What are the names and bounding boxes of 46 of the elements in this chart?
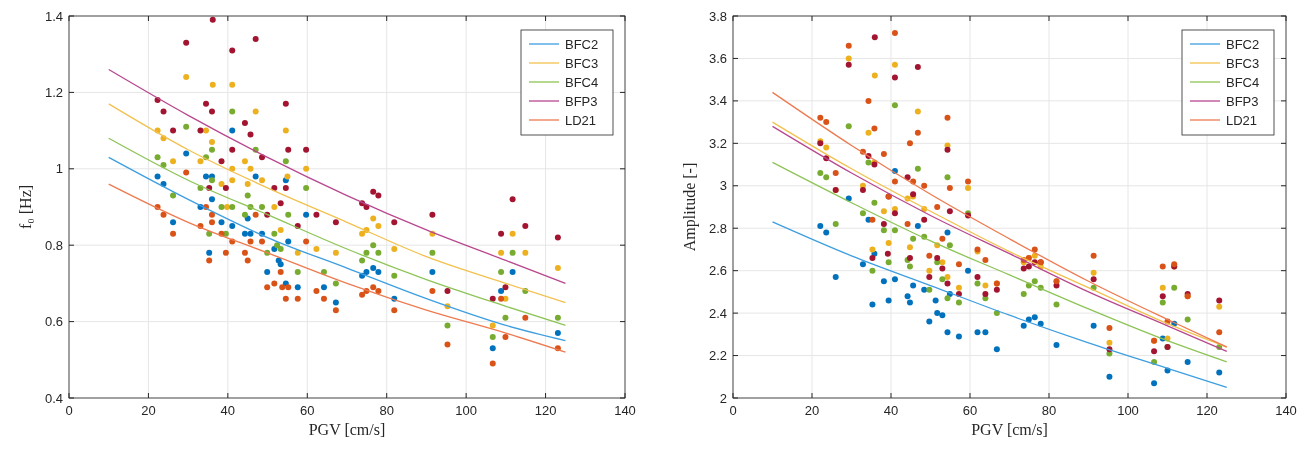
x-tick-label: 40: [220, 403, 236, 418]
y-tick-label: 2.8: [708, 220, 727, 236]
x-tick-label: 140: [614, 403, 636, 418]
y-tick-label: 3.2: [708, 135, 727, 151]
y-tick-label: 2.4: [708, 305, 727, 321]
x-tick-label: 20: [141, 403, 156, 418]
y-axis-title: f₀ [Hz]: [17, 184, 34, 230]
y-tick-label: 3.6: [708, 50, 727, 66]
x-tick-label: 140: [1275, 403, 1297, 418]
x-tick-label: 0: [729, 403, 737, 418]
y-tick-label: 1: [55, 161, 63, 177]
x-tick-label: 100: [1117, 403, 1139, 418]
legend-label: LD21: [565, 112, 597, 128]
x-axis-title: PGV [cm/s]: [971, 421, 1048, 438]
x-tick-label: 20: [804, 403, 820, 418]
y-tick-label: 3: [719, 178, 727, 194]
x-tick-label: 100: [455, 403, 477, 418]
legend-label: BFC2: [565, 36, 599, 52]
y-tick-label: 0.4: [44, 390, 63, 406]
y-tick-label: 0.6: [44, 314, 63, 330]
x-tick-label: 40: [883, 403, 899, 418]
legend-label: BFP3: [565, 93, 598, 109]
x-tick-label: 0: [65, 403, 73, 418]
legend-label: BFP3: [1226, 93, 1259, 109]
legend-label: BFC4: [1226, 74, 1260, 90]
legend-label: BFC3: [1226, 55, 1260, 71]
x-tick-label: 80: [379, 403, 394, 418]
y-tick-label: 2.6: [708, 263, 727, 279]
y-tick-label: 2.2: [708, 348, 727, 364]
x-tick-label: 120: [534, 403, 557, 418]
y-tick-label: 3.4: [708, 93, 727, 109]
y-tick-label: 0.8: [44, 237, 63, 253]
legend-label: LD21: [1226, 112, 1258, 128]
x-tick-label: 60: [962, 403, 978, 418]
y-tick-label: 2: [719, 390, 727, 406]
legend-label: BFC4: [565, 74, 599, 90]
legend-label: BFC2: [1226, 36, 1260, 52]
y-axis-title: Amplitude [-]: [681, 162, 699, 252]
x-tick-label: 80: [1041, 403, 1057, 418]
x-tick-label: 60: [300, 403, 315, 418]
x-axis-title: PGV [cm/s]: [308, 421, 386, 438]
legend-label: BFC3: [565, 55, 599, 71]
y-tick-label: 3.8: [708, 8, 727, 24]
y-tick-label: 1.2: [44, 84, 63, 100]
x-tick-label: 120: [1196, 403, 1218, 418]
y-tick-label: 1.4: [44, 8, 63, 24]
